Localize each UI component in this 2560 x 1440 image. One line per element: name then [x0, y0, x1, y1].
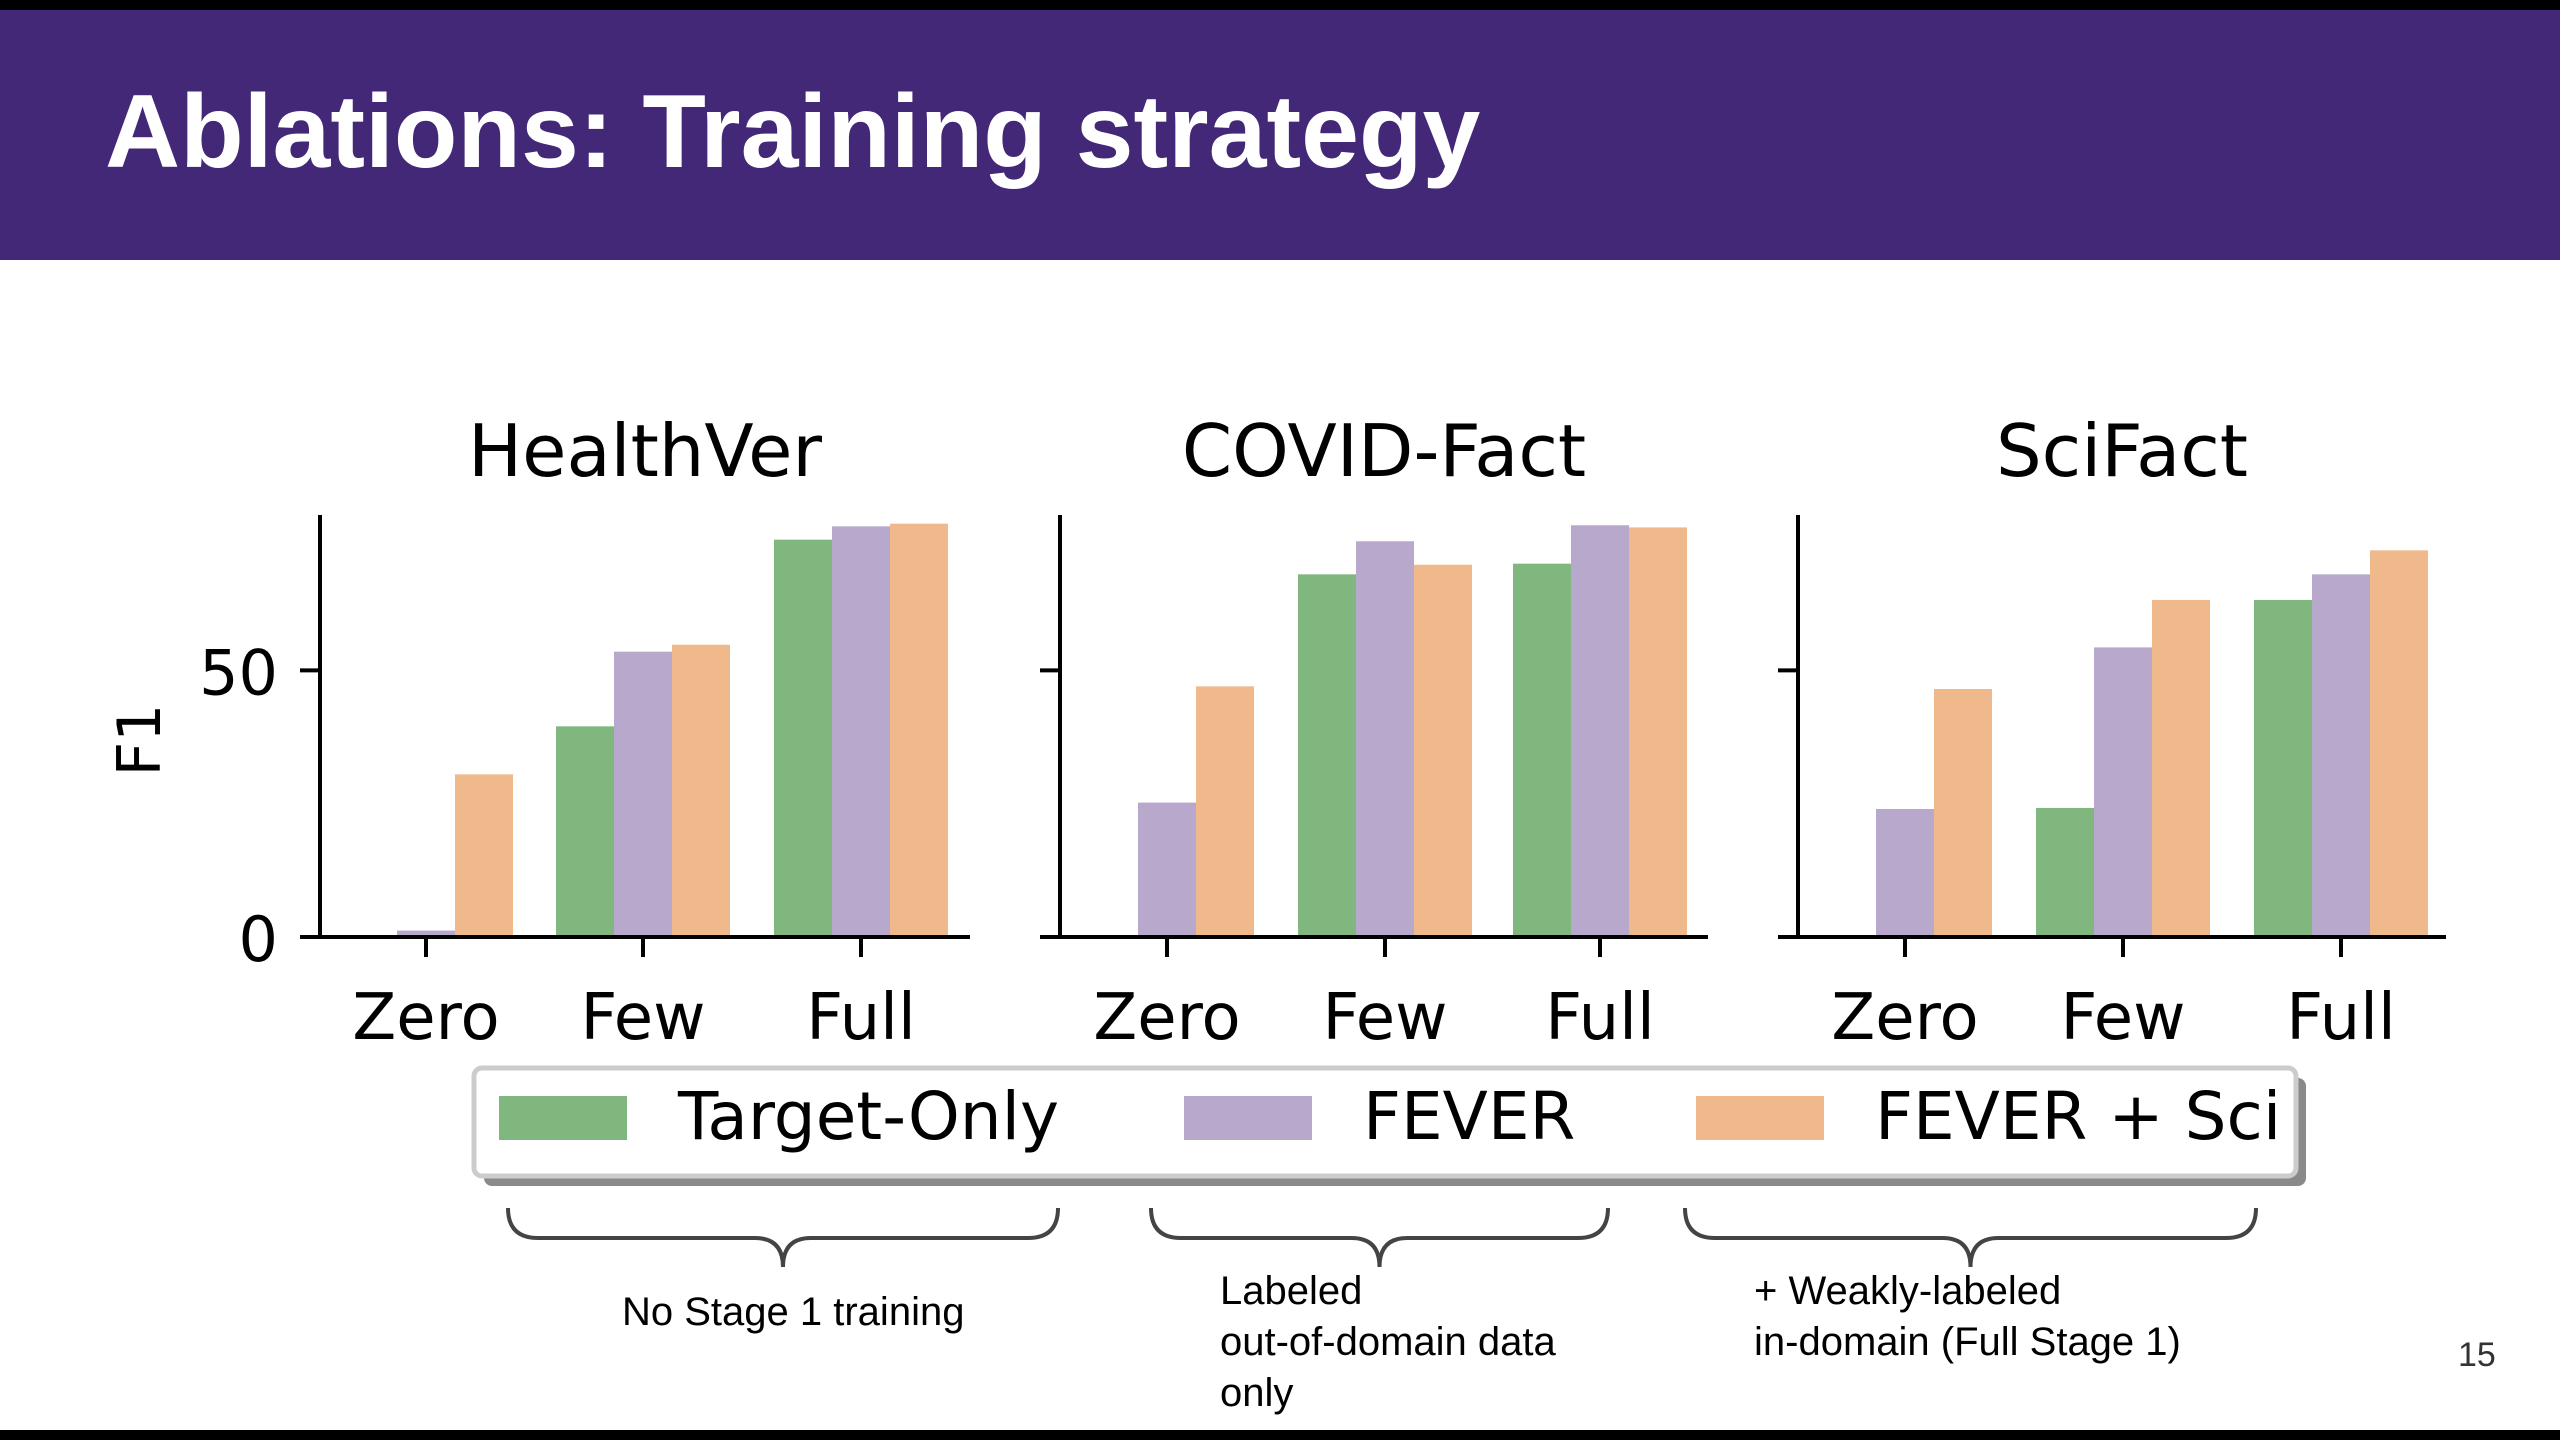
bar	[672, 644, 730, 937]
legend-swatch	[1184, 1096, 1312, 1140]
slide-title: Ablations: Training strategy	[105, 74, 1481, 190]
legend-label: FEVER	[1363, 1078, 1575, 1155]
x-tick-label: Few	[580, 981, 705, 1055]
brace-shape	[506, 1207, 1060, 1268]
annotation-line: out-of-domain data	[1220, 1320, 1556, 1364]
y-tick-label: 50	[199, 636, 278, 709]
slide: Ablations: Training strategy HealthVer 0 5…	[0, 10, 2560, 1430]
legend-label: FEVER + Sci	[1875, 1078, 2281, 1155]
bar	[832, 526, 890, 937]
panel-title: SciFact	[1996, 409, 2248, 493]
bar	[2370, 550, 2428, 937]
annotation-labeled-ood: Labeled out-of-domain data only	[1220, 1266, 1556, 1419]
annotation-line: No Stage 1 training	[622, 1290, 965, 1334]
bar	[1876, 809, 1934, 937]
legend-box	[471, 1065, 2299, 1179]
bar	[556, 726, 614, 937]
bar	[1513, 563, 1571, 937]
x-tick-label: Few	[2060, 981, 2185, 1055]
bar	[455, 774, 513, 937]
x-tick-label: Zero	[1831, 981, 1978, 1055]
bar	[1571, 525, 1629, 937]
bar	[1414, 564, 1472, 937]
bar	[2312, 574, 2370, 937]
x-tick-label: Few	[1322, 981, 1447, 1055]
bar	[774, 539, 832, 937]
bar	[1356, 541, 1414, 937]
bar	[397, 930, 455, 937]
bar	[614, 651, 672, 937]
panel-title: HealthVer	[468, 409, 822, 493]
x-tick-label: Zero	[352, 981, 499, 1055]
bar	[2254, 599, 2312, 937]
page-number: 15	[2458, 1336, 2496, 1374]
bar	[1138, 802, 1196, 937]
bar	[1629, 527, 1687, 937]
annotation-no-stage1: No Stage 1 training	[622, 1287, 964, 1338]
bar	[2036, 807, 2094, 937]
bar	[2094, 647, 2152, 937]
bar	[1196, 686, 1254, 937]
annotation-line: only	[1220, 1371, 1294, 1415]
brace-shape	[1149, 1207, 1610, 1268]
brace-shape	[1683, 1207, 2258, 1268]
annotation-weakly-labeled: + Weakly-labeled in-domain (Full Stage 1…	[1754, 1266, 2181, 1368]
x-tick-label: Full	[2286, 981, 2395, 1055]
legend-label: Target-Only	[677, 1078, 1059, 1155]
title-bar: Ablations: Training strategy	[0, 10, 2560, 260]
x-tick-label: Full	[1545, 981, 1654, 1055]
bar	[1934, 689, 1992, 937]
bar-chart: HealthVer 0 50 Zero Few Full COVID-Fact Zero Few…	[105, 409, 2446, 1268]
y-tick-label: 0	[239, 903, 278, 976]
annotation-line: in-domain (Full Stage 1)	[1754, 1320, 2181, 1364]
x-tick-label: Zero	[1093, 981, 1240, 1055]
y-axis-label: F1	[105, 704, 175, 777]
bar	[2152, 599, 2210, 937]
annotation-line: Labeled	[1220, 1269, 1363, 1313]
panel-title: COVID-Fact	[1182, 409, 1586, 493]
legend-swatch	[499, 1096, 627, 1140]
legend-swatch	[1696, 1096, 1824, 1140]
bar	[890, 523, 948, 937]
annotation-line: + Weakly-labeled	[1754, 1269, 2062, 1313]
bar	[1298, 574, 1356, 937]
x-tick-label: Full	[806, 981, 915, 1055]
